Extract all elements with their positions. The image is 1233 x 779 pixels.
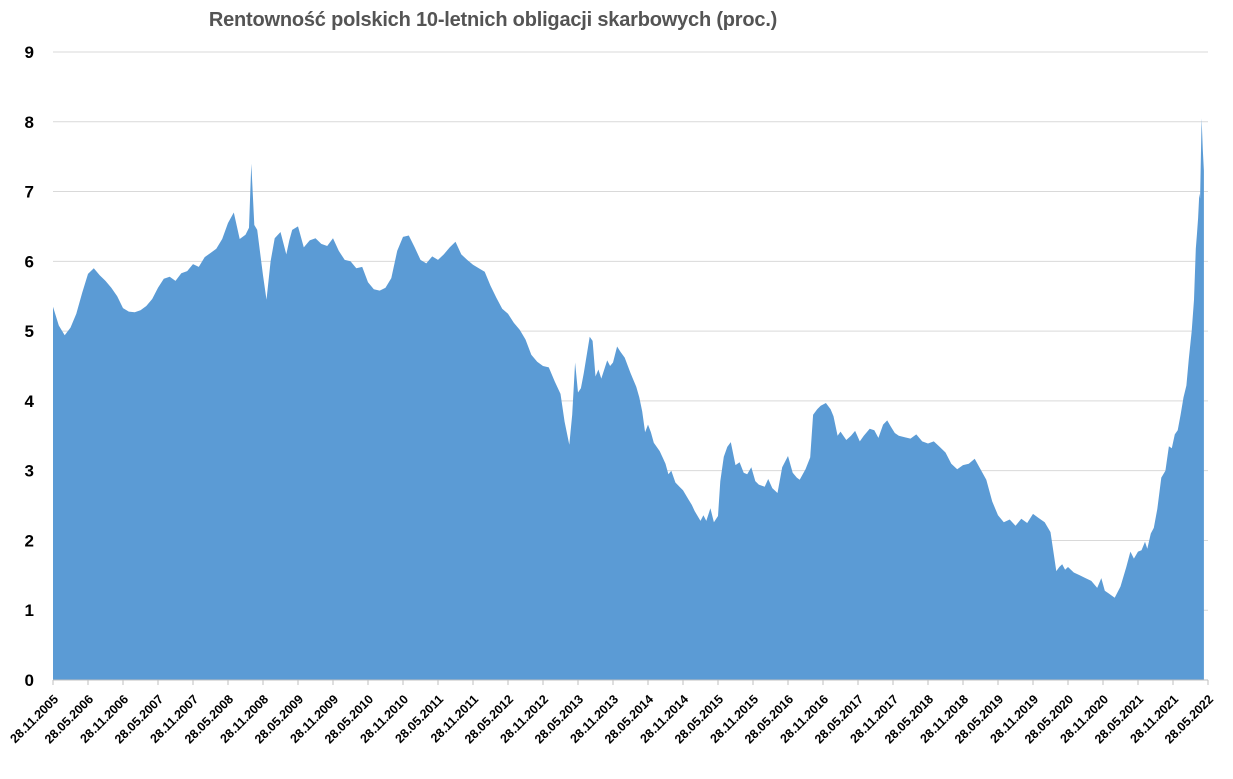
yield-area-series xyxy=(53,118,1204,681)
y-axis-tick-label: 1 xyxy=(25,601,34,620)
y-axis-labels-group: 0 1 2 3 4 5 6 7 8 9 xyxy=(25,43,35,690)
y-axis-tick-label: 8 xyxy=(25,113,34,132)
y-axis-tick-label: 2 xyxy=(25,531,34,550)
y-axis-tick-label: 4 xyxy=(25,392,35,411)
y-axis-tick-label: 6 xyxy=(25,252,34,271)
y-axis-tick-label: 3 xyxy=(25,462,34,481)
y-axis-tick-label: 9 xyxy=(25,43,34,62)
x-axis-labels-group: 28.11.200528.05.200628.11.200628.05.2007… xyxy=(7,692,1216,746)
series-group xyxy=(53,118,1204,681)
y-axis-tick-label: 5 xyxy=(25,322,34,341)
axes-group xyxy=(52,679,1209,685)
chart-title: Rentowność polskich 10-letnich obligacji… xyxy=(208,9,778,31)
y-axis-tick-label: 7 xyxy=(25,183,34,202)
y-axis-tick-label: 0 xyxy=(25,671,34,690)
